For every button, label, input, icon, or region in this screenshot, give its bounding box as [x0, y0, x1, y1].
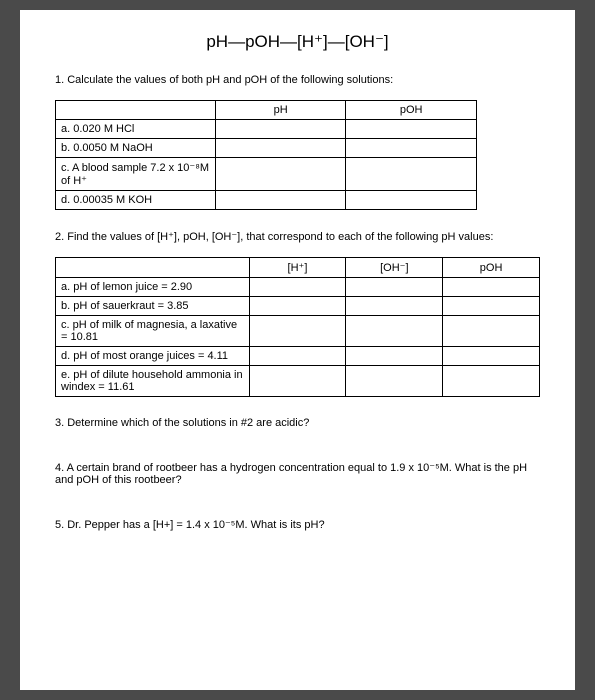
empty-cell: [215, 139, 345, 158]
header-cell: pOH: [346, 101, 477, 120]
empty-cell: [346, 297, 443, 316]
question-2-text: 2. Find the values of [H⁺], pOH, [OH⁻], …: [55, 230, 540, 243]
row-label: b. 0.0050 M NaOH: [56, 139, 216, 158]
table-row: d. 0.00035 M KOH: [56, 191, 477, 210]
table-2: [H⁺] [OH⁻] pOH a. pH of lemon juice = 2.…: [55, 257, 540, 397]
table-row: d. pH of most orange juices = 4.11: [56, 347, 540, 366]
row-label: a. pH of lemon juice = 2.90: [56, 278, 250, 297]
empty-cell: [443, 316, 540, 347]
empty-cell: [346, 347, 443, 366]
spacer: [55, 443, 540, 461]
worksheet-page: pH—pOH—[H⁺]—[OH⁻] 1. Calculate the value…: [20, 10, 575, 690]
table-row: e. pH of dilute household ammonia in win…: [56, 366, 540, 397]
empty-cell: [215, 120, 345, 139]
empty-cell: [346, 158, 477, 191]
row-label: a. 0.020 M HCl: [56, 120, 216, 139]
empty-cell: [443, 297, 540, 316]
table-row: b. pH of sauerkraut = 3.85: [56, 297, 540, 316]
table-row: a. 0.020 M HCl: [56, 120, 477, 139]
table-row: a. pH of lemon juice = 2.90: [56, 278, 540, 297]
row-label: d. pH of most orange juices = 4.11: [56, 347, 250, 366]
empty-cell: [443, 366, 540, 397]
question-3-text: 3. Determine which of the solutions in #…: [55, 417, 540, 429]
empty-cell: [346, 139, 477, 158]
question-1-text: 1. Calculate the values of both pH and p…: [55, 74, 540, 86]
table-row: c. A blood sample 7.2 x 10⁻⁸M of H⁺: [56, 158, 477, 191]
empty-cell: [215, 158, 345, 191]
empty-cell: [346, 120, 477, 139]
header-cell: [OH⁻]: [346, 258, 443, 278]
header-cell: pH: [215, 101, 345, 120]
table-row: b. 0.0050 M NaOH: [56, 139, 477, 158]
header-cell: [56, 258, 250, 278]
question-4-text: 4. A certain brand of rootbeer has a hyd…: [55, 461, 540, 486]
table-row: pH pOH: [56, 101, 477, 120]
header-cell: [H⁺]: [249, 258, 346, 278]
empty-cell: [443, 278, 540, 297]
empty-cell: [443, 347, 540, 366]
empty-cell: [346, 366, 443, 397]
row-label: d. 0.00035 M KOH: [56, 191, 216, 210]
empty-cell: [346, 316, 443, 347]
empty-cell: [249, 297, 346, 316]
row-label: c. pH of milk of magnesia, a laxative = …: [56, 316, 250, 347]
row-label: c. A blood sample 7.2 x 10⁻⁸M of H⁺: [56, 158, 216, 191]
row-label: e. pH of dilute household ammonia in win…: [56, 366, 250, 397]
table-1: pH pOH a. 0.020 M HCl b. 0.0050 M NaOH c…: [55, 100, 477, 210]
empty-cell: [249, 278, 346, 297]
empty-cell: [346, 191, 477, 210]
empty-cell: [346, 278, 443, 297]
table-row: c. pH of milk of magnesia, a laxative = …: [56, 316, 540, 347]
empty-cell: [249, 316, 346, 347]
spacer: [55, 500, 540, 518]
empty-cell: [215, 191, 345, 210]
table-row: [H⁺] [OH⁻] pOH: [56, 258, 540, 278]
question-5-text: 5. Dr. Pepper has a [H+] = 1.4 x 10⁻⁵M. …: [55, 518, 540, 531]
page-title: pH—pOH—[H⁺]—[OH⁻]: [55, 32, 540, 52]
header-cell: [56, 101, 216, 120]
header-cell: pOH: [443, 258, 540, 278]
empty-cell: [249, 366, 346, 397]
row-label: b. pH of sauerkraut = 3.85: [56, 297, 250, 316]
empty-cell: [249, 347, 346, 366]
